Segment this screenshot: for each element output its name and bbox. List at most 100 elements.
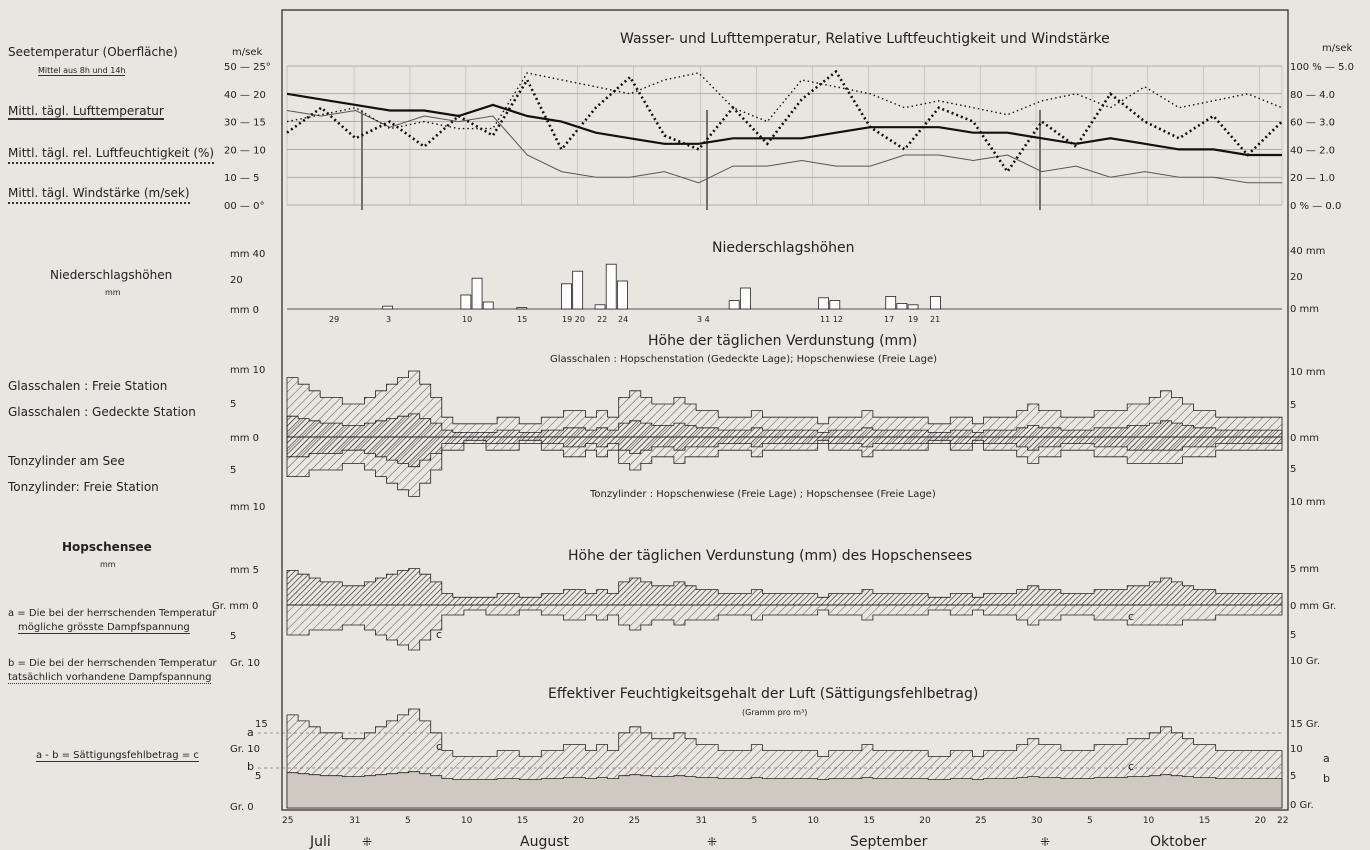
temp-right-unit: m/sek xyxy=(1322,43,1352,54)
label-humidity: Mittl. tägl. rel. Luftfeuchtigkeit (%) xyxy=(8,146,215,164)
temp-left-tick-0: 50 — 25° xyxy=(224,62,271,73)
precip-bar-13 xyxy=(818,297,830,310)
precip-day-3: 15 xyxy=(517,315,527,324)
lake-panel: Höhe der täglichen Verdunstung (mm) des … xyxy=(212,548,1336,669)
temp-right-tick-2: 60 — 3.0 xyxy=(1290,118,1335,129)
month-2: September xyxy=(850,834,928,850)
temp-right-tick-5: 0 % — 0.0 xyxy=(1290,201,1341,212)
deficit-title: Effektiver Feuchtigkeitsgehalt der Luft … xyxy=(548,686,978,702)
precip-bar-18 xyxy=(930,295,941,310)
deficit-b: b xyxy=(247,760,254,773)
deficit-a-right: a xyxy=(1323,752,1330,765)
lake-evap xyxy=(286,568,1283,606)
x-tick-10: 15 xyxy=(863,816,874,826)
precip-bar-17 xyxy=(907,304,919,310)
x-tick-15: 10 xyxy=(1143,816,1155,826)
precip-day-1: 3 xyxy=(386,315,391,324)
precip-day-9: 17 xyxy=(884,315,894,324)
precip-bar-1 xyxy=(382,305,394,310)
precip-day-8: 11 12 xyxy=(820,315,843,324)
precip-left-tick-1: 20 xyxy=(230,275,243,286)
evap-glass-covered xyxy=(286,413,1283,438)
temp-right-tick-3: 40 — 2.0 xyxy=(1290,145,1335,156)
x-tick-13: 30 xyxy=(1031,816,1043,826)
x-axis-days: 25 31 5 10 15 20 25 31 5 10 15 20 25 30 5 10 15 20 22 xyxy=(282,816,1288,826)
deficit-right-tick-1: 10 xyxy=(1290,744,1303,755)
formula: a - b = Sättigungsfehlbetrag = c xyxy=(36,750,199,762)
precip-bar-15 xyxy=(885,295,897,310)
series-line-2 xyxy=(286,72,1283,130)
note-a: a = Die bei der herrschenden Temperatur xyxy=(8,608,217,619)
precip-bar-14 xyxy=(829,300,841,310)
x-tick-8: 5 xyxy=(752,816,758,826)
x-tick-4: 15 xyxy=(517,816,528,826)
label-precip-unit: mm xyxy=(105,288,121,297)
x-tick-18: 22 xyxy=(1277,816,1288,826)
lake-c-label-1: c xyxy=(436,628,442,641)
month-3: Oktober xyxy=(1150,834,1207,850)
x-tick-9: 10 xyxy=(807,816,819,826)
precip-bar-16 xyxy=(896,302,908,310)
lake-title: Höhe der täglichen Verdunstung (mm) des … xyxy=(568,548,972,564)
lake-right-tick-0: 5 mm xyxy=(1290,564,1319,575)
x-tick-1: 31 xyxy=(349,816,360,826)
label-sea-sub: Mittel aus 8h und 14h xyxy=(38,66,126,76)
evap-clay-free xyxy=(286,436,1283,497)
month-0: Juli xyxy=(309,834,331,850)
x-tick-6: 25 xyxy=(629,816,640,826)
evap-panel: Höhe der täglichen Verdunstung (mm) Glas… xyxy=(230,333,1325,513)
x-tick-0: 25 xyxy=(282,816,293,826)
evap-right-tick-4: 10 mm xyxy=(1290,497,1325,508)
temp-right-tick-1: 80 — 4.0 xyxy=(1290,90,1335,101)
precip-bar-11 xyxy=(728,300,740,310)
deficit-right-tick-3: 0 Gr. xyxy=(1290,800,1314,811)
deficit-left-tick-1: Gr. 10 xyxy=(230,744,260,755)
precip-bar-4 xyxy=(482,301,494,310)
temp-left-tick-4: 10 — 5 xyxy=(224,173,259,184)
precip-day-2: 10 xyxy=(462,315,472,324)
deficit-panel: Effektiver Feuchtigkeitsgehalt der Luft … xyxy=(230,686,1330,813)
evap-left-tick-2: mm 0 xyxy=(230,433,259,444)
precip-bar-12 xyxy=(739,287,751,310)
deficit-left-tick-3: Gr. 0 xyxy=(230,802,254,813)
evap-left-tick-4: mm 10 xyxy=(230,502,265,513)
plot-frame xyxy=(281,9,1289,811)
label-wind: Mittl. tägl. Windstärke (m/sek) xyxy=(8,186,190,204)
x-tick-3: 10 xyxy=(461,816,473,826)
temp-title: Wasser- und Lufttemperatur, Relative Luf… xyxy=(620,31,1110,47)
month-marker-0: ⁜ xyxy=(362,835,372,849)
precip-bar-2 xyxy=(460,294,472,310)
precip-day-10: 19 xyxy=(908,315,918,324)
evap-glass-free xyxy=(286,370,1283,438)
deficit-b-area xyxy=(286,771,1283,809)
month-1: August xyxy=(520,834,570,850)
evap-right-tick-3: 5 xyxy=(1290,464,1296,475)
month-marker-1: ⁜ xyxy=(707,835,717,849)
label-air-temp: Mittl. tägl. Lufttemperatur xyxy=(8,104,164,120)
precip-day-11: 21 xyxy=(930,315,940,324)
lake-left-tick-0: mm 5 xyxy=(230,565,259,576)
deficit-left-tick-2: 5 xyxy=(255,771,261,782)
label-lake-unit: mm xyxy=(100,560,116,569)
evap-right-tick-1: 5 xyxy=(1290,400,1296,411)
precip-day-0: 29 xyxy=(329,315,339,324)
precip-bar-10 xyxy=(616,280,628,310)
temp-left-unit: m/sek xyxy=(232,47,262,58)
x-tick-17: 20 xyxy=(1255,816,1267,826)
label-sea-temp: Seetemperatur (Oberfläche) xyxy=(8,45,178,59)
month-marker-2: ⁜ xyxy=(1040,835,1050,849)
precip-right-tick-2: 0 mm xyxy=(1290,304,1319,315)
precip-right-tick-1: 20 xyxy=(1290,272,1303,283)
precip-right-tick-0: 40 mm xyxy=(1290,246,1325,257)
evap-left-tick-1: 5 xyxy=(230,399,236,410)
precip-day-6: 24 xyxy=(618,315,628,324)
deficit-a: a xyxy=(247,726,254,739)
precip-title: Niederschlagshöhen xyxy=(712,240,855,256)
x-tick-7: 31 xyxy=(696,816,707,826)
temp-left-tick-3: 20 — 10 xyxy=(224,145,266,156)
temp-left-tick-1: 40 — 20 xyxy=(224,90,266,101)
legend-glass-covered: Glasschalen : Gedeckte Station xyxy=(8,405,196,419)
lake-right-tick-3: 10 Gr. xyxy=(1290,656,1320,667)
evap-clay-lake xyxy=(286,436,1283,468)
label-lake: Hopschensee xyxy=(62,540,152,554)
